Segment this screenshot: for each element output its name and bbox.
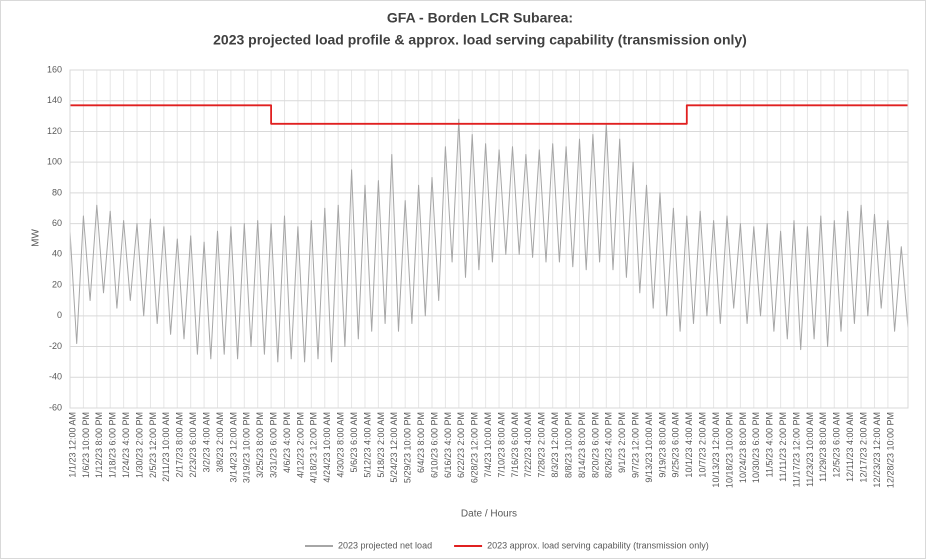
x-tick-label: 3/2/23 4:00 AM [201,412,211,473]
x-tick-label: 1/12/23 8:00 PM [94,412,104,478]
x-tick-label: 6/22/23 2:00 PM [456,412,466,478]
x-tick-label: 10/24/23 8:00 PM [738,412,748,483]
x-tick-label: 11/11/23 2:00 PM [778,412,788,482]
x-tick-label: 11/17/23 12:00 PM [791,412,801,487]
x-tick-label: 9/1/23 2:00 PM [617,412,627,473]
x-tick-label: 11/5/23 4:00 PM [765,412,775,477]
x-tick-label: 3/8/23 2:00 AM [215,412,225,473]
x-tick-label: 11/23/23 10:00 AM [805,412,815,487]
x-tick-label: 10/18/23 10:00 PM [724,412,734,488]
y-tick-label: 120 [47,126,62,136]
y-tick-label: 160 [47,64,62,74]
x-tick-label: 3/31/23 6:00 PM [268,412,278,478]
x-tick-label: 8/26/23 4:00 PM [604,412,614,478]
x-tick-label: 2/11/23 10:00 AM [161,412,171,482]
x-tick-label: 1/18/23 6:00 PM [108,412,118,478]
x-tick-label: 5/24/23 12:00 AM [389,412,399,483]
series-line [70,104,908,125]
x-tick-label: 5/12/23 4:00 AM [362,412,372,478]
y-tick-label: 140 [47,95,62,105]
x-tick-label: 10/30/23 6:00 PM [751,412,761,483]
y-tick-label: 100 [47,157,62,167]
x-tick-label: 12/5/23 6:00 AM [832,412,842,478]
x-tick-label: 2/23/23 6:00 AM [188,412,198,478]
chart-subtitle: 2023 projected load profile & approx. lo… [213,32,747,48]
x-tick-label: 12/23/23 12:00 AM [872,412,882,488]
x-tick-label: 7/28/23 2:00 AM [537,412,547,478]
x-tick-label: 4/24/23 10:00 AM [322,412,332,483]
x-tick-label: 3/25/23 8:00 PM [255,412,265,478]
x-tick-label: 6/16/23 4:00 PM [443,412,453,478]
x-tick-label: 10/1/23 4:00 AM [684,412,694,478]
y-tick-label: -40 [49,372,62,382]
x-tick-label: 6/28/23 12:00 PM [470,412,480,483]
legend-label: 2023 approx. load serving capability (tr… [487,540,709,550]
x-tick-label: 7/22/23 4:00 AM [523,412,533,478]
y-tick-label: 20 [52,279,62,289]
x-tick-label: 8/14/23 8:00 PM [577,412,587,478]
x-tick-label: 4/18/23 12:00 PM [309,412,319,483]
x-tick-label: 1/30/23 2:00 PM [134,412,144,478]
x-tick-label: 7/4/23 10:00 AM [483,412,493,478]
x-tick-label: 2/17/23 8:00 AM [175,412,185,478]
x-tick-label: 9/25/23 6:00 AM [671,412,681,478]
x-tick-label: 3/14/23 12:00 AM [228,412,238,483]
x-tick-label: 5/18/23 2:00 AM [376,412,386,478]
y-tick-label: 80 [52,187,62,197]
y-tick-label: -20 [49,341,62,351]
x-tick-label: 6/4/23 8:00 PM [416,412,426,473]
x-tick-label: 8/20/23 6:00 PM [590,412,600,478]
x-tick-label: 1/6/23 10:00 PM [81,412,91,478]
x-tick-label: 9/19/23 8:00 AM [657,412,667,478]
x-tick-label: 12/28/23 10:00 PM [885,412,895,488]
x-tick-label: 4/30/23 8:00 AM [336,412,346,478]
x-tick-label: 1/1/23 12:00 AM [67,412,77,478]
x-tick-label: 5/6/23 6:00 AM [349,412,359,473]
y-tick-label: -60 [49,402,62,412]
x-axis-title: Date / Hours [461,509,517,520]
x-tick-label: 4/12/23 2:00 PM [295,412,305,478]
series-line [69,118,909,363]
y-tick-label: 40 [52,249,62,259]
x-tick-label: 2/5/23 12:00 PM [148,412,158,478]
x-tick-label: 10/13/23 12:00 AM [711,412,721,488]
y-tick-label: 60 [52,218,62,228]
x-tick-label: 9/7/23 12:00 PM [631,412,641,478]
chart-title: GFA - Borden LCR Subarea: [387,10,573,26]
x-tick-label: 12/17/23 2:00 AM [858,412,868,483]
y-tick-label: 0 [57,310,62,320]
x-tick-label: 6/10/23 6:00 PM [429,412,439,478]
x-tick-label: 1/24/23 4:00 PM [121,412,131,478]
x-tick-label: 9/13/23 10:00 AM [644,412,654,483]
y-axis-title: MW [31,229,42,247]
x-tick-label: 8/8/23 10:00 PM [563,412,573,478]
legend-label: 2023 projected net load [338,540,432,550]
x-tick-label: 7/16/23 6:00 AM [510,412,520,478]
x-tick-label: 12/11/23 4:00 AM [845,412,855,482]
x-tick-label: 10/7/23 2:00 AM [698,412,708,478]
x-tick-label: 11/29/23 8:00 AM [818,412,828,482]
x-tick-label: 5/29/23 10:00 PM [403,412,413,483]
x-tick-label: 7/10/23 8:00 AM [496,412,506,478]
x-tick-label: 8/3/23 12:00 AM [550,412,560,478]
x-tick-label: 3/19/23 10:00 PM [242,412,252,483]
plot-border [69,69,909,409]
x-tick-label: 4/6/23 4:00 PM [282,412,292,473]
